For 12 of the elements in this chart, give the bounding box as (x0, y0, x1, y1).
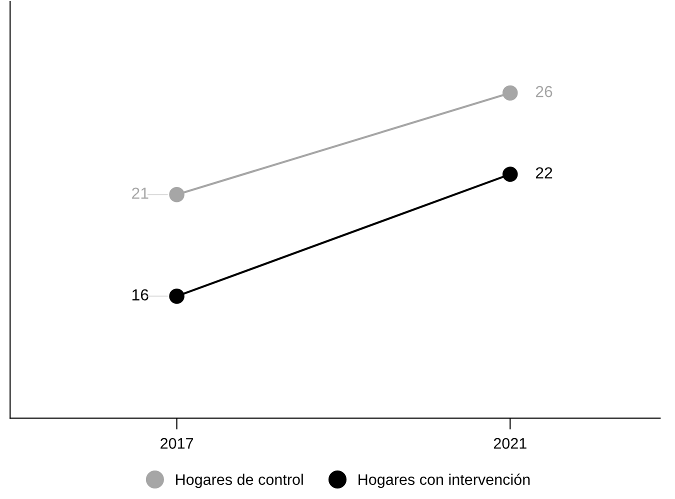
point (502, 166, 518, 182)
data-label: 26 (536, 86, 552, 98)
legend-label: Hogares con intervención (358, 474, 530, 488)
data-label: 16 (132, 289, 148, 300)
x-tick-label: 2021 (494, 438, 526, 449)
point (169, 288, 184, 304)
data-label: 21 (132, 188, 148, 199)
point (502, 85, 518, 101)
legend-label: Hogares de control (176, 474, 303, 488)
data-label: 22 (536, 167, 552, 178)
x-tick-label: 2017 (160, 438, 194, 449)
point (169, 186, 184, 202)
